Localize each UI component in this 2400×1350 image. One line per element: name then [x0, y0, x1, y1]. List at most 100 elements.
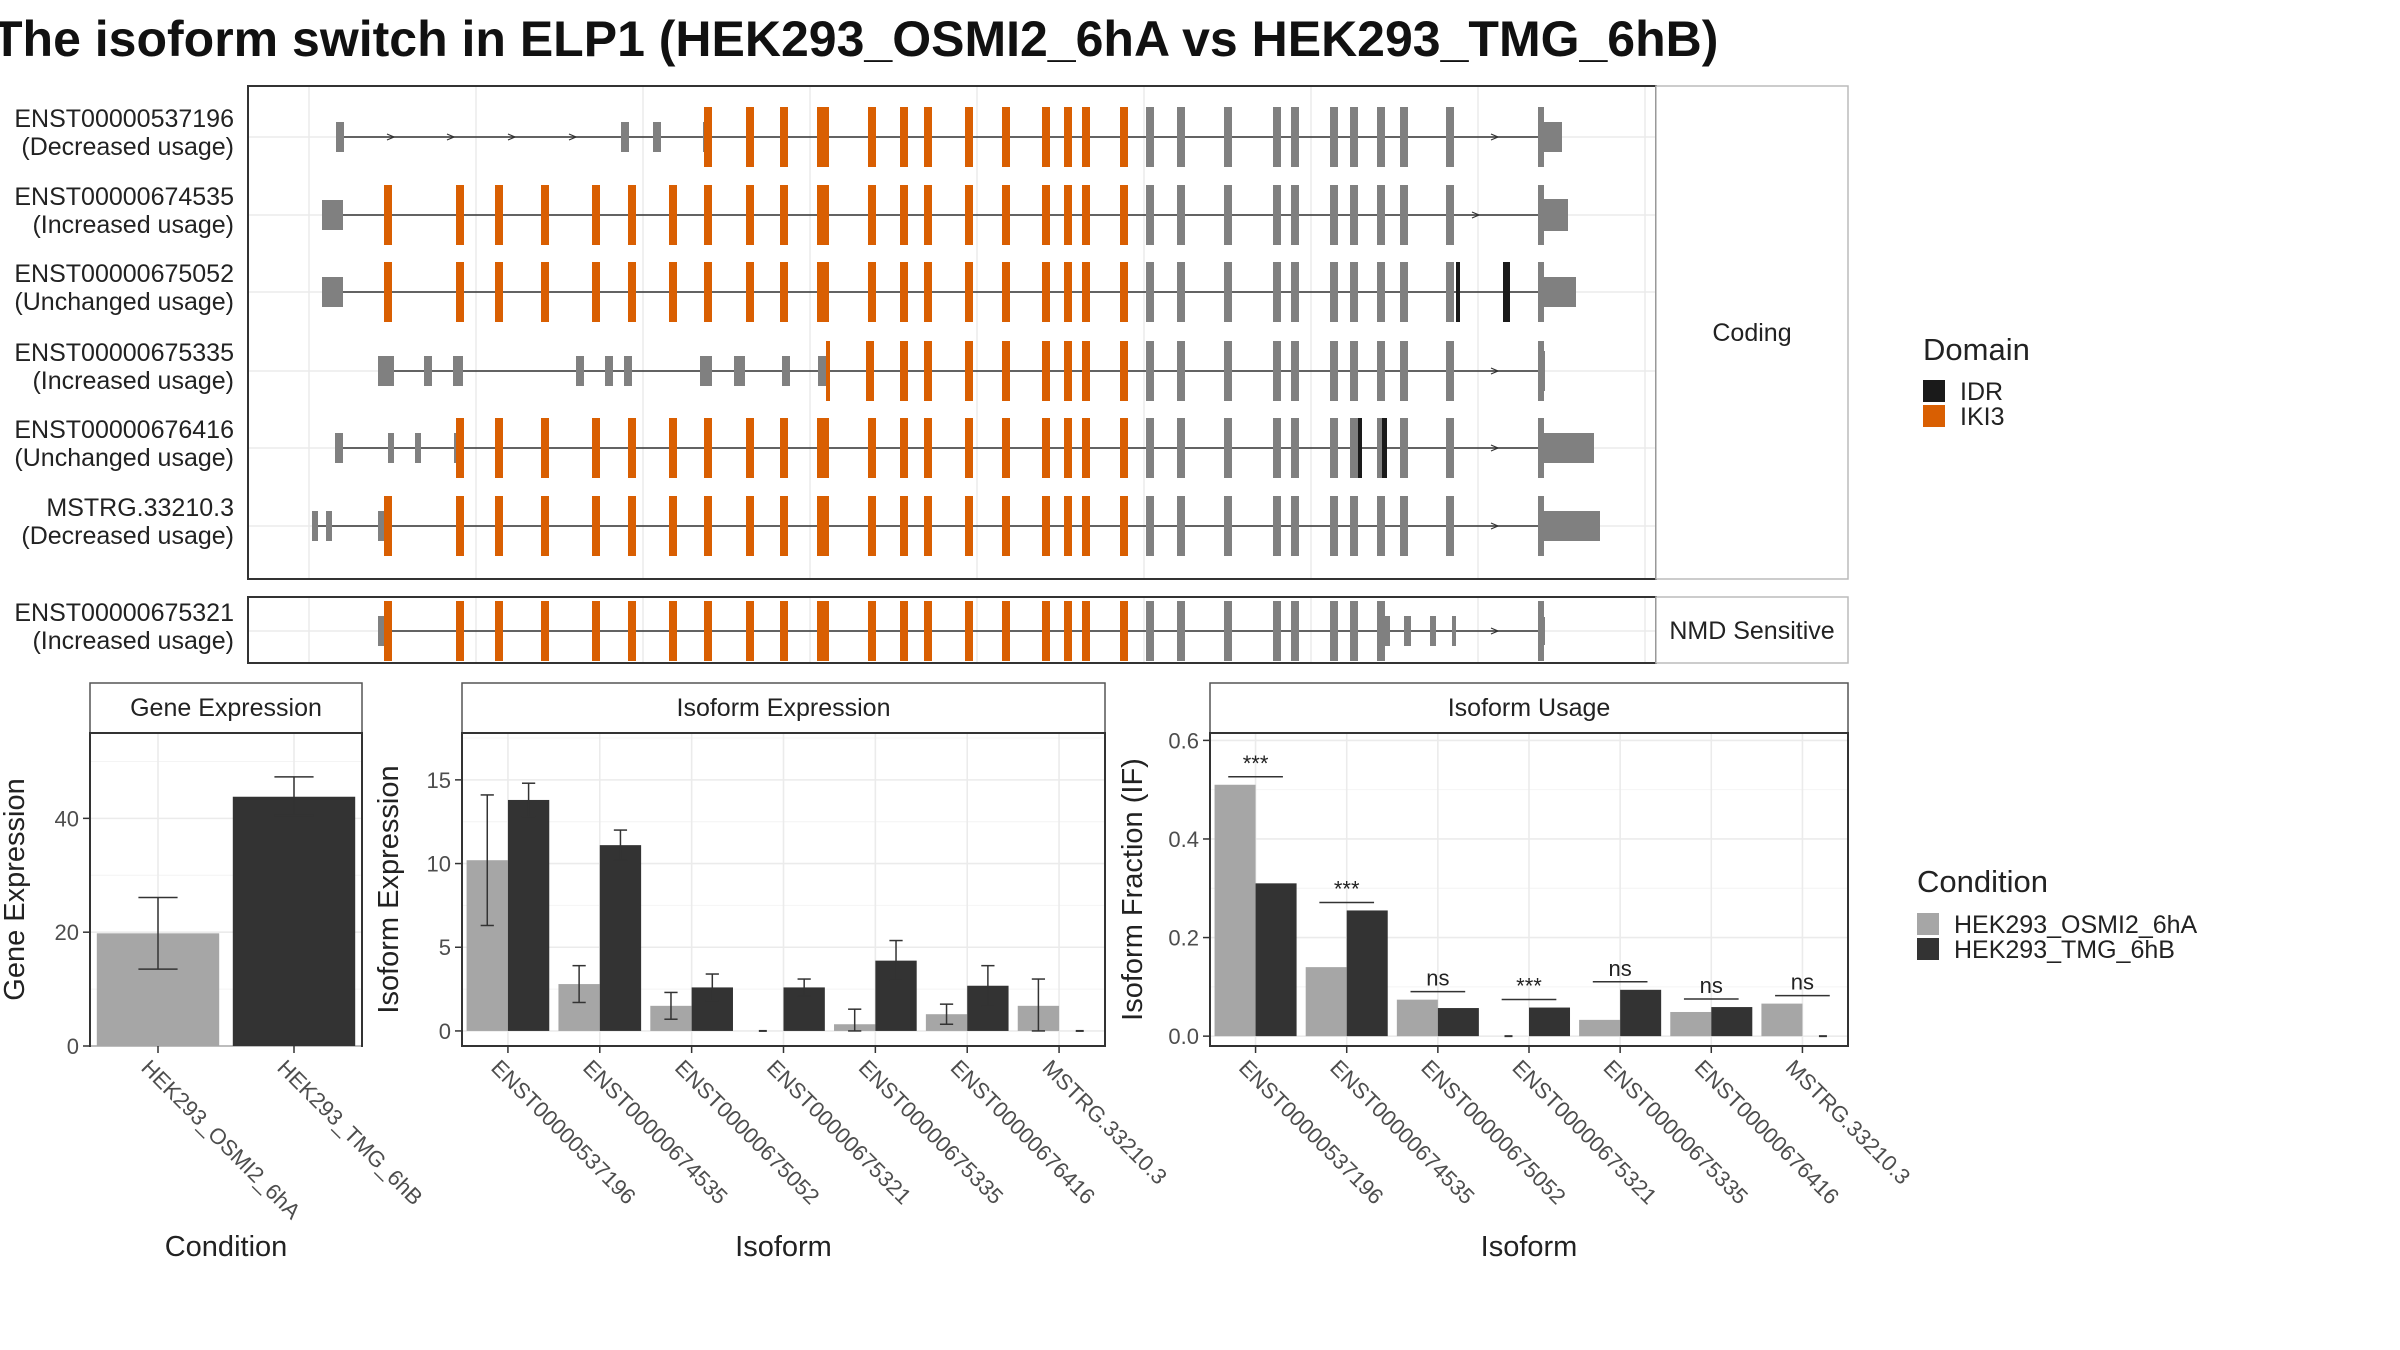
coding-exon	[1224, 341, 1232, 401]
idr-domain-exon	[1503, 262, 1510, 322]
y-axis-label: Isoform Fraction (IF)	[1117, 758, 1149, 1021]
iki3-domain-exon	[924, 601, 932, 661]
isoform-id-label: ENST00000674535	[14, 183, 234, 211]
coding-exon	[1400, 341, 1408, 401]
iki3-domain-exon	[817, 185, 829, 245]
legend-label-tmg: HEK293_TMG_6hB	[1954, 936, 2175, 964]
iki3-domain-exon	[704, 496, 712, 556]
iki3-domain-exon	[900, 262, 908, 322]
y-tick-label: 5	[439, 935, 451, 960]
coding-exon	[1538, 341, 1544, 401]
isoform-usage-label: (Increased usage)	[32, 211, 234, 239]
bar	[1579, 1019, 1621, 1037]
coding-exon	[1538, 185, 1544, 245]
noncoding-exon	[388, 433, 394, 463]
iki3-domain-exon	[817, 262, 829, 322]
isoform-id-label: ENST00000675052	[14, 260, 234, 288]
y-axis-label: Isoform Expression	[373, 765, 405, 1013]
bar	[1346, 910, 1388, 1037]
iki3-domain-exon	[704, 418, 712, 478]
iki3-domain-exon	[965, 496, 973, 556]
iki3-domain-exon	[1042, 341, 1050, 401]
coding-exon	[1377, 107, 1385, 167]
iki3-domain-exon	[495, 601, 503, 661]
noncoding-exon	[700, 356, 712, 386]
error-bar	[274, 776, 314, 817]
iki3-domain-exon	[456, 418, 464, 478]
significance-label: ***	[1243, 751, 1269, 776]
iki3-domain-exon	[669, 185, 677, 245]
strand-arrow	[1490, 367, 1500, 375]
isoform-id-label: ENST00000675321	[14, 599, 234, 627]
transcript-track-1	[336, 107, 1562, 167]
transcript-track-3	[322, 262, 1576, 322]
iki3-domain-exon	[746, 107, 754, 167]
iki3-domain-exon	[1042, 107, 1050, 167]
iki3-domain-exon	[456, 185, 464, 245]
noncoding-exon	[453, 356, 463, 386]
noncoding-exon	[378, 616, 386, 646]
noncoding-exon	[335, 433, 343, 463]
isoform-usage-label: (Decreased usage)	[21, 522, 234, 550]
coding-exon	[1291, 185, 1299, 245]
iki3-domain-exon	[924, 496, 932, 556]
coding-exon	[1330, 185, 1338, 245]
coding-strip	[1655, 85, 1849, 580]
utr-exon	[1544, 199, 1568, 231]
coding-exon	[1291, 107, 1299, 167]
coding-exon	[1350, 496, 1358, 556]
iki3-domain-exon	[1002, 496, 1010, 556]
iki3-domain-exon	[900, 185, 908, 245]
facet-title: Isoform Expression	[677, 694, 891, 722]
facet-title: Gene Expression	[130, 694, 322, 722]
bar	[1529, 1007, 1571, 1037]
significance-label: ns	[1700, 973, 1723, 998]
transcript-track-6	[312, 496, 1600, 556]
coding-exon	[1350, 418, 1358, 478]
iki3-domain-exon	[1082, 262, 1090, 322]
noncoding-exon	[326, 511, 332, 541]
noncoding-exon	[312, 511, 318, 541]
iki3-domain-exon	[541, 185, 549, 245]
legend-key-osmi2	[1917, 913, 1939, 935]
isoform-id-label: MSTRG.33210.3	[46, 494, 234, 522]
significance-label: ***	[1334, 876, 1360, 901]
coding-exon	[1350, 601, 1358, 661]
coding-exon	[1273, 418, 1281, 478]
iki3-domain-exon	[900, 496, 908, 556]
coding-exon	[1385, 616, 1390, 646]
coding-exon	[1446, 496, 1454, 556]
coding-exon	[1224, 107, 1232, 167]
strand-arrow	[1490, 522, 1500, 530]
iki3-domain-exon	[900, 418, 908, 478]
isoform-usage-label: (Unchanged usage)	[14, 444, 234, 472]
coding-exon	[1538, 496, 1544, 556]
iki3-domain-exon	[541, 601, 549, 661]
condition-legend-title: Condition	[1917, 864, 2048, 899]
noncoding-exon	[624, 356, 632, 386]
iki3-domain-exon	[592, 496, 600, 556]
iki3-domain-exon	[628, 418, 636, 478]
coding-exon	[1400, 185, 1408, 245]
iki3-domain-exon	[780, 185, 788, 245]
coding-exon	[1452, 616, 1456, 646]
coding-exon	[1273, 262, 1281, 322]
coding-exon	[1400, 107, 1408, 167]
coding-exon	[1177, 496, 1185, 556]
utr-exon	[1544, 511, 1600, 541]
significance-label: ns	[1426, 966, 1449, 991]
iki3-domain-exon	[592, 262, 600, 322]
isoform-expression-chart: Isoform Expression 0 5 10 15 Isoform Expressi…	[373, 682, 1172, 1263]
strand-arrow	[446, 133, 456, 141]
noncoding-exon	[378, 511, 384, 541]
iki3-domain-exon	[669, 601, 677, 661]
isoform-usage-label: (Decreased usage)	[21, 133, 234, 161]
coding-exon	[1350, 341, 1358, 401]
iki3-domain-exon	[965, 341, 973, 401]
x-axis-label: Isoform	[735, 1231, 832, 1263]
iki3-domain-exon	[965, 601, 973, 661]
iki3-domain-exon	[868, 107, 876, 167]
coding-exon	[1146, 418, 1154, 478]
coding-exon	[1224, 262, 1232, 322]
iki3-domain-exon	[384, 496, 392, 556]
